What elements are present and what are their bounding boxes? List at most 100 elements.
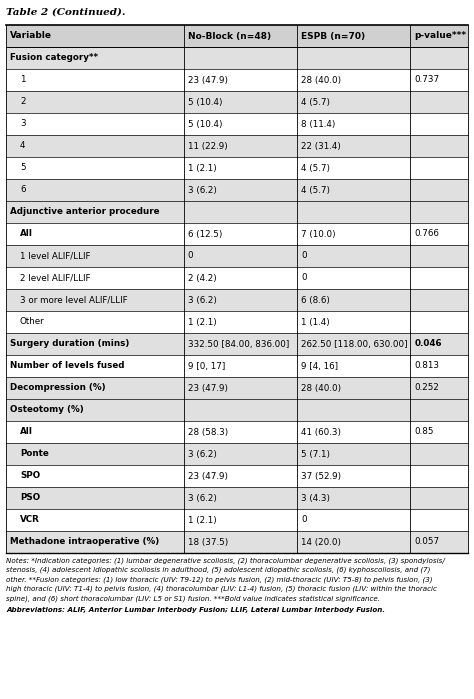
Text: 4: 4 bbox=[20, 141, 26, 150]
Text: No-Block (n=48): No-Block (n=48) bbox=[188, 31, 271, 41]
Text: 1: 1 bbox=[20, 75, 26, 85]
Text: stenosis, (4) adolescent idiopathic scoliosis in adulthood, (5) adolescent idiop: stenosis, (4) adolescent idiopathic scol… bbox=[6, 566, 430, 573]
Text: 3 or more level ALIF/LLIF: 3 or more level ALIF/LLIF bbox=[20, 296, 128, 305]
Text: 3 (6.2): 3 (6.2) bbox=[188, 296, 217, 305]
Text: 1 (2.1): 1 (2.1) bbox=[188, 515, 217, 524]
Bar bbox=[6, 113, 468, 135]
Text: VCR: VCR bbox=[20, 515, 40, 524]
Text: 5 (10.4): 5 (10.4) bbox=[188, 97, 222, 106]
Bar bbox=[6, 465, 468, 487]
Text: 0: 0 bbox=[301, 252, 307, 261]
Bar bbox=[6, 135, 468, 157]
Text: 23 (47.9): 23 (47.9) bbox=[188, 384, 228, 393]
Text: 262.50 [118.00, 630.00]: 262.50 [118.00, 630.00] bbox=[301, 340, 408, 349]
Bar bbox=[6, 289, 468, 311]
Bar bbox=[6, 47, 468, 69]
Text: 0.85: 0.85 bbox=[414, 428, 434, 436]
Text: 5 (10.4): 5 (10.4) bbox=[188, 120, 222, 129]
Text: 1 level ALIF/LLIF: 1 level ALIF/LLIF bbox=[20, 252, 91, 261]
Text: 28 (40.0): 28 (40.0) bbox=[301, 384, 341, 393]
Text: All: All bbox=[20, 428, 33, 436]
Text: 3 (6.2): 3 (6.2) bbox=[188, 449, 217, 459]
Bar bbox=[6, 25, 468, 47]
Text: 2 (4.2): 2 (4.2) bbox=[188, 273, 217, 282]
Text: 23 (47.9): 23 (47.9) bbox=[188, 472, 228, 480]
Text: 8 (11.4): 8 (11.4) bbox=[301, 120, 336, 129]
Text: 7 (10.0): 7 (10.0) bbox=[301, 229, 336, 238]
Text: 2: 2 bbox=[20, 97, 26, 106]
Text: Notes: *Indication categories: (1) lumbar degenerative scoliosis, (2) thoracolum: Notes: *Indication categories: (1) lumba… bbox=[6, 557, 445, 563]
Text: 0.813: 0.813 bbox=[414, 361, 439, 370]
Text: ESPB (n=70): ESPB (n=70) bbox=[301, 31, 365, 41]
Text: 9 [0, 17]: 9 [0, 17] bbox=[188, 361, 225, 370]
Text: 3 (4.3): 3 (4.3) bbox=[301, 493, 330, 503]
Bar bbox=[6, 487, 468, 509]
Text: 1 (1.4): 1 (1.4) bbox=[301, 317, 330, 326]
Text: Methadone intraoperative (%): Methadone intraoperative (%) bbox=[10, 538, 159, 547]
Text: 37 (52.9): 37 (52.9) bbox=[301, 472, 341, 480]
Text: 14 (20.0): 14 (20.0) bbox=[301, 538, 341, 547]
Text: All: All bbox=[20, 229, 33, 238]
Text: 3 (6.2): 3 (6.2) bbox=[188, 185, 217, 194]
Text: 1 (2.1): 1 (2.1) bbox=[188, 164, 217, 173]
Bar bbox=[6, 91, 468, 113]
Text: 332.50 [84.00, 836.00]: 332.50 [84.00, 836.00] bbox=[188, 340, 289, 349]
Text: 3 (6.2): 3 (6.2) bbox=[188, 493, 217, 503]
Text: Surgery duration (mins): Surgery duration (mins) bbox=[10, 340, 129, 349]
Text: Ponte: Ponte bbox=[20, 449, 49, 459]
Bar bbox=[6, 179, 468, 201]
Text: Other: Other bbox=[20, 317, 45, 326]
Text: Fusion category**: Fusion category** bbox=[10, 54, 98, 62]
Bar bbox=[6, 531, 468, 553]
Text: 6 (12.5): 6 (12.5) bbox=[188, 229, 222, 238]
Text: 0: 0 bbox=[301, 515, 307, 524]
Text: Osteotomy (%): Osteotomy (%) bbox=[10, 405, 84, 415]
Text: 23 (47.9): 23 (47.9) bbox=[188, 75, 228, 85]
Text: 22 (31.4): 22 (31.4) bbox=[301, 141, 341, 150]
Text: 6: 6 bbox=[20, 185, 26, 194]
Text: other. **Fusion categories: (1) low thoracic (UIV: T9-12) to pelvis fusion, (2) : other. **Fusion categories: (1) low thor… bbox=[6, 576, 432, 582]
Text: 28 (58.3): 28 (58.3) bbox=[188, 428, 228, 436]
Bar bbox=[6, 245, 468, 267]
Text: 0.252: 0.252 bbox=[414, 384, 439, 393]
Text: 0.057: 0.057 bbox=[414, 538, 439, 547]
Text: 0.046: 0.046 bbox=[414, 340, 442, 349]
Text: 3: 3 bbox=[20, 120, 26, 129]
Text: 5 (7.1): 5 (7.1) bbox=[301, 449, 330, 459]
Text: Abbreviations: ALIF, Anterior Lumbar Interbody Fusion; LLIF, Lateral Lumbar Inte: Abbreviations: ALIF, Anterior Lumbar Int… bbox=[6, 607, 385, 612]
Text: 4 (5.7): 4 (5.7) bbox=[301, 97, 330, 106]
Text: 18 (37.5): 18 (37.5) bbox=[188, 538, 228, 547]
Bar bbox=[6, 355, 468, 377]
Text: p-value***: p-value*** bbox=[414, 31, 466, 41]
Text: 4 (5.7): 4 (5.7) bbox=[301, 164, 330, 173]
Text: 0.737: 0.737 bbox=[414, 75, 439, 85]
Text: SPO: SPO bbox=[20, 472, 40, 480]
Text: 41 (60.3): 41 (60.3) bbox=[301, 428, 341, 436]
Bar bbox=[6, 443, 468, 465]
Text: Decompression (%): Decompression (%) bbox=[10, 384, 106, 393]
Text: 28 (40.0): 28 (40.0) bbox=[301, 75, 341, 85]
Bar bbox=[6, 267, 468, 289]
Text: spine), and (6) short thoracolumbar (LIV: L5 or S1) fusion. ***Bold value indica: spine), and (6) short thoracolumbar (LIV… bbox=[6, 595, 380, 602]
Text: 9 [4, 16]: 9 [4, 16] bbox=[301, 361, 338, 370]
Bar bbox=[6, 157, 468, 179]
Text: 1 (2.1): 1 (2.1) bbox=[188, 317, 217, 326]
Text: Adjunctive anterior procedure: Adjunctive anterior procedure bbox=[10, 208, 159, 217]
Text: PSO: PSO bbox=[20, 493, 40, 503]
Bar bbox=[6, 377, 468, 399]
Text: 2 level ALIF/LLIF: 2 level ALIF/LLIF bbox=[20, 273, 91, 282]
Bar bbox=[6, 311, 468, 333]
Text: 0: 0 bbox=[301, 273, 307, 282]
Text: 0.766: 0.766 bbox=[414, 229, 439, 238]
Bar bbox=[6, 421, 468, 443]
Text: Table 2 (Continued).: Table 2 (Continued). bbox=[6, 8, 126, 17]
Bar bbox=[6, 333, 468, 355]
Bar bbox=[6, 201, 468, 223]
Bar bbox=[6, 509, 468, 531]
Bar bbox=[6, 69, 468, 91]
Bar bbox=[6, 223, 468, 245]
Text: high thoracic (UIV: T1-4) to pelvis fusion, (4) thoracolumbar (LIV: L1-4) fusion: high thoracic (UIV: T1-4) to pelvis fusi… bbox=[6, 586, 437, 592]
Bar bbox=[6, 399, 468, 421]
Text: 5: 5 bbox=[20, 164, 26, 173]
Text: Number of levels fused: Number of levels fused bbox=[10, 361, 125, 370]
